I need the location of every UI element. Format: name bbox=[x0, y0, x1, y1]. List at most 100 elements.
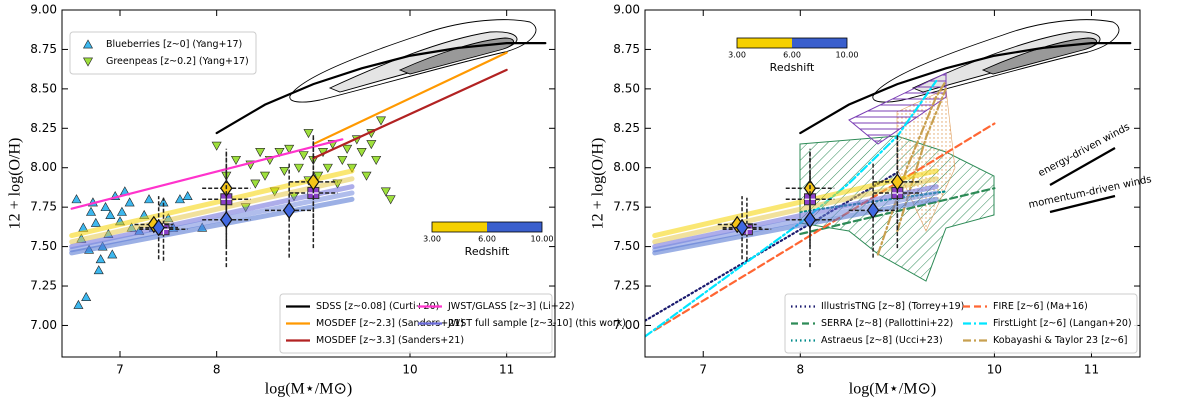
marker bbox=[366, 140, 377, 150]
marker bbox=[220, 211, 233, 229]
legend-label: FirstLight [z~6] (Langan+20) bbox=[993, 318, 1132, 329]
annotation: momentum-driven winds bbox=[1028, 174, 1153, 211]
marker bbox=[866, 201, 880, 220]
relation-band bbox=[69, 168, 355, 239]
colorbar-label: Redshift bbox=[465, 245, 510, 258]
marker bbox=[71, 194, 82, 204]
legend-label: Blueberries [z~0] (Yang+17) bbox=[106, 39, 242, 50]
colorbar-tick-label: 6.00 bbox=[478, 235, 496, 244]
marker bbox=[375, 116, 387, 126]
marker bbox=[303, 129, 314, 139]
legend-label: MOSDEF [z~2.3] (Sanders+21) bbox=[316, 318, 464, 329]
y-tick-label: 8.25 bbox=[30, 121, 57, 135]
y-tick-label: 8.75 bbox=[30, 42, 57, 56]
marker bbox=[211, 141, 222, 151]
x-axis-label: log(M⋆/M⊙) bbox=[265, 381, 352, 398]
legend-label: Astraeus [z~8] (Ucci+23) bbox=[821, 335, 943, 346]
colorbar-tick-label: 10.00 bbox=[531, 235, 554, 244]
energy-wind-line bbox=[1049, 147, 1116, 186]
legend-box bbox=[784, 293, 1138, 354]
legend-label: SERRA [z~8] (Pallottini+22) bbox=[821, 318, 953, 329]
legend-label: JWST full sample [z~3-10] (this work) bbox=[447, 318, 626, 329]
marker bbox=[282, 201, 296, 220]
marker bbox=[73, 299, 84, 309]
marker bbox=[107, 249, 118, 259]
marker bbox=[891, 173, 904, 191]
marker bbox=[174, 194, 185, 204]
x-tick-label: 10 bbox=[987, 363, 1002, 377]
purple-envelope bbox=[848, 72, 947, 145]
colorbar-segment bbox=[432, 222, 487, 232]
panel bbox=[69, 42, 547, 309]
y-tick-label: 7.25 bbox=[30, 279, 57, 293]
colorbar-tick-label: 3.00 bbox=[728, 51, 746, 60]
y-axis-label: 12 + log(O/H) bbox=[590, 138, 607, 230]
y-tick-label: 7.50 bbox=[613, 239, 640, 253]
y-tick-label: 8.50 bbox=[613, 81, 640, 95]
x-tick-label: 7 bbox=[699, 363, 707, 377]
x-tick-label: 11 bbox=[499, 363, 514, 377]
y-axis-label: 12 + log(O/H) bbox=[7, 138, 24, 230]
marker bbox=[259, 171, 271, 181]
colorbar-segment bbox=[487, 222, 542, 232]
relation-band bbox=[69, 184, 355, 250]
marker bbox=[93, 265, 104, 275]
relation-band bbox=[652, 176, 939, 245]
marker bbox=[279, 166, 290, 176]
marker bbox=[371, 155, 382, 165]
colorbar-tick-label: 6.00 bbox=[783, 51, 801, 60]
marker bbox=[230, 155, 242, 165]
legend-label: FIRE [z~6] (Ma+16) bbox=[993, 301, 1088, 312]
y-tick-label: 9.00 bbox=[613, 3, 640, 17]
relation-line bbox=[70, 138, 344, 210]
y-tick-label: 7.25 bbox=[613, 279, 640, 293]
marker bbox=[322, 163, 333, 173]
relation-band bbox=[652, 184, 939, 250]
colorbar-segment bbox=[737, 38, 792, 48]
relation-band bbox=[652, 196, 939, 256]
legend-label: JWST/GLASS [z~3] (Li+22) bbox=[447, 301, 575, 312]
marker bbox=[385, 195, 396, 205]
sdss-contours bbox=[289, 19, 537, 103]
marker bbox=[143, 194, 155, 204]
legend-label: SDSS [z~0.08] (Curti+20) bbox=[316, 301, 439, 312]
marker bbox=[85, 206, 97, 216]
x-axis-label: log(M⋆/M⊙) bbox=[849, 381, 936, 398]
y-tick-label: 7.75 bbox=[613, 200, 640, 214]
y-tick-label: 8.50 bbox=[30, 81, 57, 95]
relation-band bbox=[652, 168, 939, 239]
relation-line bbox=[653, 122, 996, 332]
marker bbox=[735, 218, 749, 237]
colorbar-tick-label: 3.00 bbox=[423, 235, 441, 244]
relation-line bbox=[876, 79, 947, 256]
colorbar-frame bbox=[431, 221, 543, 233]
marker bbox=[803, 211, 817, 229]
panel bbox=[645, 42, 1132, 338]
y-tick-label: 7.75 bbox=[30, 200, 57, 214]
sdss-contours bbox=[872, 19, 1120, 103]
relation-line bbox=[215, 42, 547, 135]
relation-band bbox=[69, 196, 355, 256]
marker bbox=[380, 187, 391, 197]
y-tick-label: 9.00 bbox=[30, 3, 57, 17]
annotation: energy-driven winds bbox=[1037, 122, 1132, 180]
marker bbox=[337, 155, 348, 165]
legend-label: Kobayashi & Taylor 23 [z~6] bbox=[993, 335, 1127, 346]
x-tick-label: 8 bbox=[796, 363, 804, 377]
x-tick-label: 8 bbox=[213, 363, 221, 377]
marker bbox=[307, 173, 320, 191]
marker bbox=[95, 254, 106, 264]
legend-marker bbox=[82, 57, 94, 67]
marker bbox=[100, 202, 111, 212]
marker bbox=[346, 163, 358, 173]
relation-band bbox=[69, 190, 355, 253]
colorbar-frame bbox=[736, 37, 848, 49]
y-tick-label: 8.00 bbox=[30, 160, 57, 174]
y-tick-label: 7.50 bbox=[30, 239, 57, 253]
y-tick-label: 7.00 bbox=[613, 318, 640, 332]
marker bbox=[293, 163, 304, 173]
marker bbox=[90, 217, 101, 227]
y-tick-label: 7.00 bbox=[30, 318, 57, 332]
marker bbox=[105, 209, 116, 219]
